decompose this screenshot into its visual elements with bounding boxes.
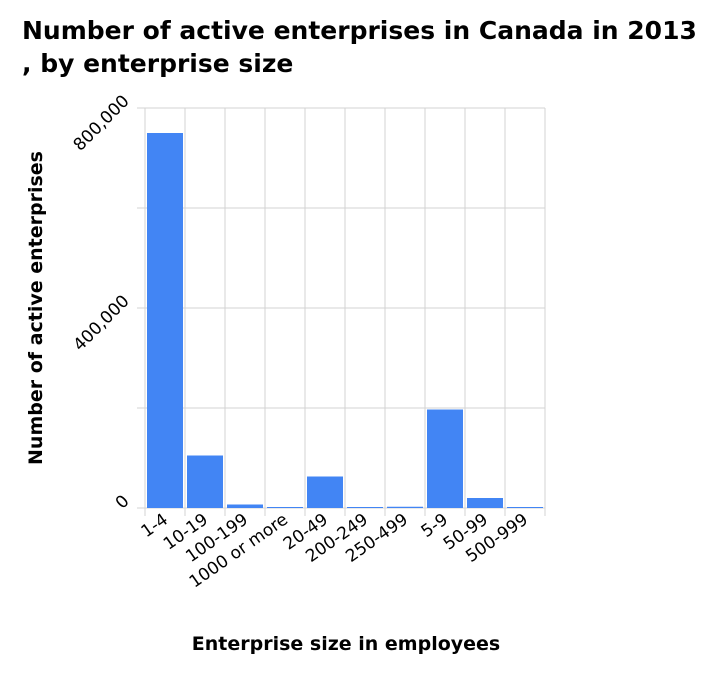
- bar-200-249: [347, 507, 383, 508]
- bars: [147, 133, 543, 508]
- bar-50-99: [467, 498, 503, 508]
- bar-1-4: [147, 133, 183, 508]
- bar-20-49: [307, 476, 343, 508]
- bar-250-499: [387, 506, 423, 508]
- chart-title: Number of active enterprises in Canada i…: [22, 16, 697, 78]
- x-axis-title: Enterprise size in employees: [192, 633, 501, 655]
- y-tick-label: 800,000: [70, 91, 134, 155]
- bar-10-19: [187, 455, 223, 508]
- bar-1000-or-more: [267, 507, 303, 508]
- y-tick-label: 0: [112, 491, 134, 513]
- y-axis-title: Number of active enterprises: [25, 151, 47, 465]
- bar-500-999: [507, 507, 543, 508]
- bar-100-199: [227, 504, 263, 508]
- bar-5-9: [427, 409, 463, 508]
- y-tick-labels: 0 400,000 800,000: [70, 91, 134, 513]
- y-tick-label: 400,000: [70, 291, 134, 355]
- grid: [137, 107, 546, 516]
